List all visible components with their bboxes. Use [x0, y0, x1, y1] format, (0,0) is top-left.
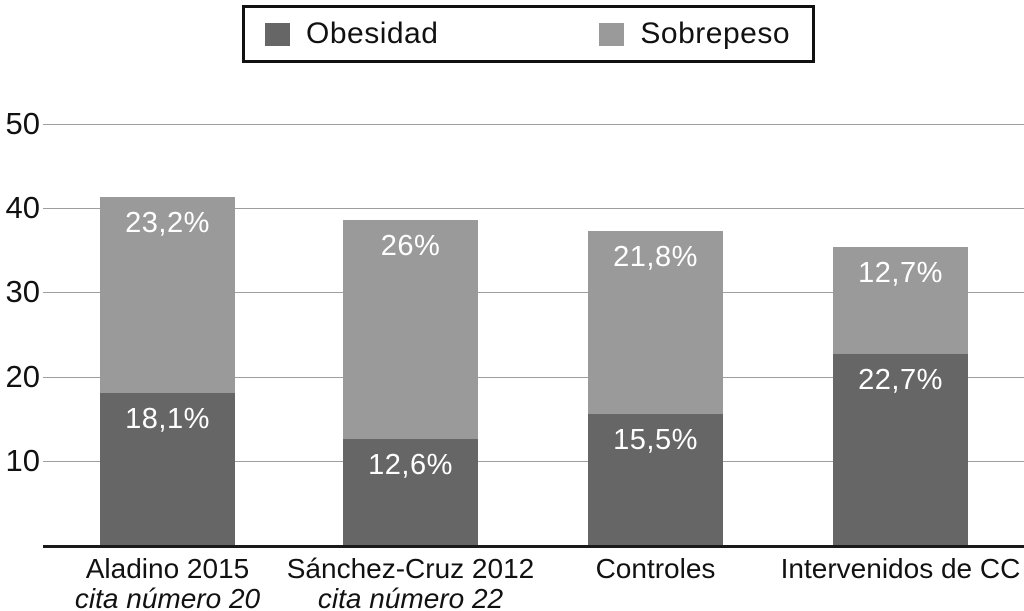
chart-legend: Obesidad Sobrepeso	[242, 5, 815, 63]
sobrepeso-value-label: 12,7%	[858, 256, 943, 289]
bar: 12,7% 22,7%	[833, 246, 968, 545]
y-axis-tick-label: 30	[5, 274, 40, 310]
x-axis-label: Controles	[526, 554, 786, 584]
x-axis-label: Aladino 2015 cita número 20	[38, 554, 298, 611]
obesidad-value-label: 15,5%	[613, 424, 698, 457]
gridline	[43, 208, 1024, 210]
y-axis-tick-label: 40	[5, 190, 40, 226]
category-citation: cita número 22	[317, 583, 504, 611]
legend-label-obesidad: Obesidad	[306, 17, 439, 50]
gridline	[43, 376, 1024, 378]
category-name: Aladino 2015	[85, 553, 250, 584]
sobrepeso-value-label: 21,8%	[613, 240, 698, 273]
bar-segment-obesidad: 18,1%	[100, 392, 235, 545]
sobrepeso-value-label: 26%	[380, 229, 441, 262]
bar: 23,2% 18,1%	[100, 197, 235, 545]
sobrepeso-value-label: 23,2%	[125, 207, 210, 240]
obesidad-value-label: 22,7%	[858, 363, 943, 396]
x-axis-label: Sánchez-Cruz 2012 cita número 22	[281, 554, 541, 611]
gridline	[43, 124, 1024, 125]
bar-segment-obesidad: 22,7%	[833, 353, 968, 545]
bar-segment-sobrepeso: 12,7%	[833, 246, 968, 354]
bar-segment-sobrepeso: 21,8%	[588, 230, 723, 415]
gridline	[43, 292, 1024, 294]
y-axis-tick-label: 10	[5, 442, 40, 478]
legend-item-sobrepeso: Sobrepeso	[599, 17, 790, 51]
obesidad-swatch-icon	[265, 22, 290, 46]
bar: 26% 12,6%	[343, 219, 478, 545]
sobrepeso-swatch-icon	[599, 22, 625, 46]
y-axis-tick-label: 20	[5, 358, 40, 394]
legend-label-sobrepeso: Sobrepeso	[640, 17, 790, 50]
legend-item-obesidad: Obesidad	[265, 17, 438, 51]
obesidad-value-label: 12,6%	[368, 448, 453, 481]
bar-segment-obesidad: 15,5%	[588, 414, 723, 545]
category-name: Intervenidos de CC	[780, 553, 1021, 584]
category-name: Controles	[595, 553, 716, 584]
bar-segment-obesidad: 12,6%	[343, 438, 478, 545]
category-citation: cita número 20	[74, 583, 261, 611]
obesidad-value-label: 18,1%	[125, 402, 210, 435]
gridline	[43, 460, 1024, 462]
bar-segment-sobrepeso: 23,2%	[100, 197, 235, 393]
x-axis-line	[43, 545, 1024, 548]
x-axis-label: Intervenidos de CC	[771, 554, 1024, 584]
category-name: Sánchez-Cruz 2012	[286, 553, 535, 584]
bar: 21,8% 15,5%	[588, 230, 723, 545]
bar-segment-sobrepeso: 26%	[343, 219, 478, 439]
y-axis-tick-label: 50	[5, 106, 40, 141]
